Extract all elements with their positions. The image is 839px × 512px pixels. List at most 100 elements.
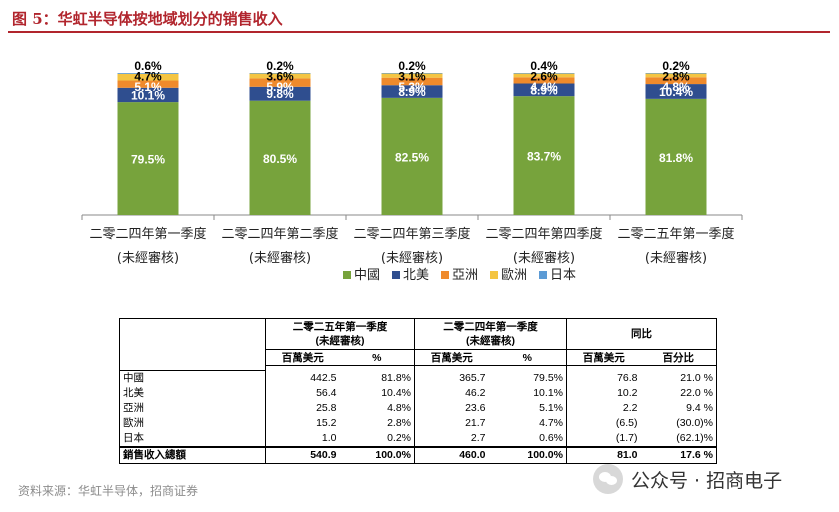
total-cell: 460.0 (414, 445, 489, 464)
data-label: 79.5% (131, 153, 165, 167)
table-row: 北美 56.4 10.4% 46.2 10.1% 10.2 22.0 % (119, 385, 717, 401)
table-cell: 365.7 (414, 370, 489, 386)
total-cell: 540.9 (265, 445, 340, 464)
column-subheader: % (522, 351, 532, 364)
legend-swatch-0 (343, 271, 351, 279)
table-cell: 22.0 % (640, 385, 717, 401)
table-cell: 4.8% (387, 402, 411, 414)
data-label: 5.1% (134, 80, 162, 94)
table-cell: 0.6% (539, 432, 563, 444)
table-subheader-row: 百萬美元% 百萬美元% 百萬美元 百分比 (120, 349, 717, 366)
table-header-row: 二零二五年第一季度 (未經審核) 二零二四年第一季度 (未經審核) 同比 (119, 318, 717, 371)
data-label: 82.5% (395, 150, 429, 164)
bar-segment-4-4 (645, 73, 707, 74)
data-label: 0.2% (662, 59, 690, 73)
data-label: 0.2% (266, 59, 294, 73)
table-cell: 4.7% (539, 417, 563, 429)
data-label: 5.9% (266, 80, 294, 94)
table-cell: 2.7 (414, 430, 489, 447)
table-row: 亞洲 25.8 4.8% 23.6 5.1% 2.2 9.4 % (119, 400, 717, 416)
column-group-subtitle: (未經審核) (315, 335, 365, 347)
data-label: 4.7% (134, 70, 162, 84)
legend-label: 中國 (354, 268, 380, 283)
bar-segment-0-2 (381, 97, 443, 215)
bar-segment-3-3 (513, 73, 575, 78)
table-cell: 10.1% (533, 387, 563, 399)
data-label: 83.7% (527, 150, 561, 164)
table-row: 中國 442.5 81.8% 365.7 79.5% 76.8 21.0 % (119, 370, 717, 386)
column-subheader: 百萬美元 (265, 349, 340, 366)
bar-segment-1-2 (381, 85, 443, 98)
data-label: 80.5% (263, 152, 297, 166)
watermark-text: 公众号 · 招商电子 (631, 469, 783, 492)
wechat-icon (593, 464, 623, 494)
bar-segment-4-2 (381, 73, 443, 74)
bar-segment-1-3 (513, 83, 575, 97)
row-label: 中國 (119, 370, 266, 386)
legend-swatch-2 (441, 271, 449, 279)
table-cell: 5.1% (539, 402, 563, 414)
data-label: 4.8% (662, 80, 690, 94)
table-cell: (30.0)% (640, 415, 717, 431)
table-cell: 23.6 (414, 400, 489, 416)
data-label: 0.2% (398, 59, 426, 73)
table-cell: (6.5) (566, 415, 641, 431)
bar-segment-0-4 (645, 98, 707, 215)
table-cell: (62.1)% (640, 430, 717, 447)
bar-segment-2-0 (117, 80, 179, 88)
bar-segment-1-4 (645, 84, 707, 99)
table-cell: 1.0 (265, 430, 340, 447)
bar-segment-4-1 (249, 73, 311, 74)
table-cell: (1.7) (566, 430, 641, 447)
category-label: 二零二四年第一季度 (89, 226, 206, 242)
data-label: 8.9% (398, 85, 426, 99)
row-label: 亞洲 (119, 400, 266, 416)
column-group-header: 同比 (566, 318, 717, 350)
legend-swatch-3 (490, 271, 498, 279)
total-cell: 100.0% (488, 445, 567, 464)
bar-segment-3-0 (117, 73, 179, 81)
column-subheader: 百分比 (640, 349, 717, 366)
total-cell: 100.0% (339, 445, 415, 464)
total-cell: 81.0 (566, 445, 641, 464)
total-cell: 17.6 % (640, 445, 717, 464)
bar-segment-2-1 (249, 78, 311, 87)
legend-label: 亞洲 (452, 268, 478, 283)
table-cell: 46.2 (414, 385, 489, 401)
category-label: (未經審核) (249, 251, 311, 266)
table-cell: 56.4 (265, 385, 340, 401)
legend-swatch-4 (539, 271, 547, 279)
table-cell: 10.4% (381, 387, 411, 399)
table-row: 歐洲 15.2 2.8% 21.7 4.7% (6.5) (30.0)% (119, 415, 717, 431)
table-cell: 15.2 (265, 415, 340, 431)
bar-segment-0-0 (117, 102, 179, 215)
table-total-row: 銷售收入總額 540.9 100.0% 460.0 100.0% 81.0 17.6 % (119, 445, 717, 464)
legend-label: 歐洲 (501, 268, 527, 283)
column-group-title: 同比 (631, 328, 652, 340)
column-group-header: 二零二五年第一季度 (未經審核) (265, 318, 415, 350)
column-subheader: 百萬美元 (414, 349, 489, 366)
bar-segment-1-0 (117, 87, 179, 103)
bar-segment-3-2 (381, 73, 443, 78)
category-label: 二零二四年第二季度 (221, 226, 338, 242)
table-cell: 79.5% (533, 371, 563, 384)
revenue-by-region-table: 二零二五年第一季度 (未經審核) 二零二四年第一季度 (未經審核) 同比百萬美元% 百萬美… (119, 318, 717, 464)
data-label: 81.8% (659, 151, 693, 165)
data-label: 5.3% (398, 80, 426, 94)
category-label: 二零二五年第一季度 (617, 226, 734, 242)
data-label: 0.4% (530, 59, 558, 73)
corner-cell (119, 318, 266, 371)
bar-segment-2-2 (381, 77, 443, 86)
table-cell: 25.8 (265, 400, 340, 416)
bar-segment-4-3 (513, 73, 575, 74)
stacked-bar-chart: 79.5% 10.1%5.1%4.7%0.6% 二零二四年第一季度 (未經審核) 80.… (81, 59, 743, 283)
row-label: 日本 (119, 430, 266, 447)
data-label: 4.4% (530, 80, 558, 94)
total-label: 銷售收入總額 (119, 445, 266, 464)
bar-segment-3-1 (249, 73, 311, 79)
column-group-title: 二零二四年第一季度 (443, 321, 538, 333)
legend-label: 日本 (550, 268, 576, 283)
column-group-subtitle: (未經審核) (466, 335, 515, 347)
data-label: 0.6% (134, 59, 162, 73)
watermark: 公众号 · 招商电子 (593, 462, 782, 496)
